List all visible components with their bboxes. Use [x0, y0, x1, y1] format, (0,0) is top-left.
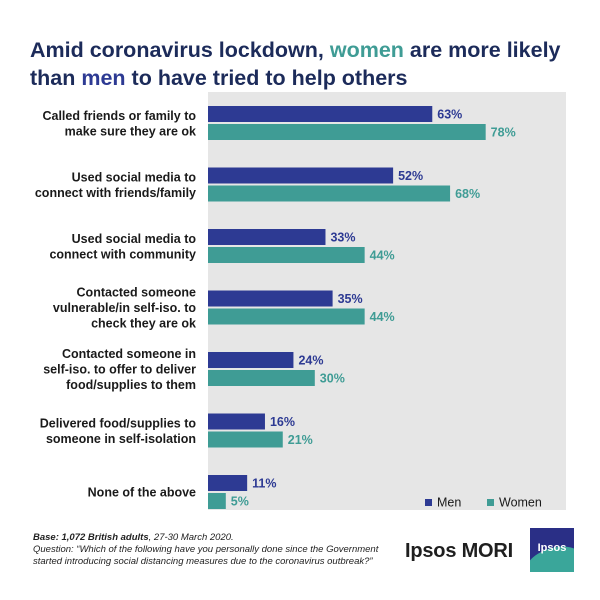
- bar-men-4: [208, 352, 294, 368]
- data-label-women-2: 44%: [370, 249, 395, 263]
- bar-men-0: [208, 106, 433, 122]
- data-label-women-0: 78%: [491, 126, 516, 140]
- data-label-men-5: 16%: [270, 415, 295, 429]
- category-label-line: connect with friends/family: [35, 186, 196, 200]
- category-label-6: None of the above: [88, 486, 196, 500]
- bar-women-3: [208, 308, 365, 325]
- data-label-women-3: 44%: [370, 310, 395, 324]
- category-label-3: Contacted someone vulnerable/in self-iso.…: [53, 286, 196, 331]
- footer-base: Base: 1,072 British adults: [33, 532, 149, 543]
- data-label-women-6: 5%: [231, 495, 249, 509]
- bar-men-2: [208, 229, 326, 245]
- category-label-1: Used social media to connect with friends…: [35, 170, 196, 200]
- bar-men-5: [208, 413, 265, 430]
- data-label-men-4: 24%: [298, 354, 323, 368]
- category-label-2: Used social media to connect with communi…: [49, 232, 196, 262]
- bar-women-4: [208, 370, 315, 386]
- bar-women-1: [208, 185, 451, 202]
- legend-label-women: Women: [499, 496, 542, 510]
- bar-women-5: [208, 431, 283, 448]
- data-label-women-4: 30%: [320, 372, 345, 386]
- category-label-line: food/supplies to them: [66, 378, 196, 392]
- data-label-women-5: 21%: [288, 433, 313, 447]
- category-label-line: None of the above: [88, 486, 196, 500]
- data-label-men-2: 33%: [330, 231, 355, 245]
- category-label-line: Contacted someone: [77, 286, 197, 300]
- category-label-line: check they are ok: [91, 317, 196, 331]
- title-part-1: Amid coronavirus lockdown,: [30, 38, 330, 62]
- category-label-line: vulnerable/in self-iso. to: [53, 301, 196, 315]
- bar-men-6: [208, 475, 248, 491]
- legend-swatch-men: [425, 499, 432, 506]
- legend-label-men: Men: [437, 496, 461, 510]
- category-label-line: Called friends or family to: [42, 109, 196, 123]
- title-part-2: are more likely: [403, 38, 561, 62]
- footer-question: Question: “Which of the following have y…: [33, 544, 379, 567]
- bar-women-6: [208, 493, 226, 509]
- data-label-men-3: 35%: [338, 292, 363, 306]
- category-label-line: Used social media to: [72, 232, 197, 246]
- category-label-4: Contacted someone in self-iso. to offer t…: [43, 347, 196, 392]
- footer-base-date: , 27-30 March 2020.: [148, 532, 234, 543]
- category-label-line: self-iso. to offer to deliver: [43, 363, 196, 377]
- data-label-men-1: 52%: [398, 169, 423, 183]
- ipsos-logo: Ipsos: [530, 528, 574, 572]
- logo-text: Ipsos: [537, 542, 567, 554]
- category-label-line: make sure they are ok: [65, 124, 196, 138]
- chart-title: Amid coronavirus lockdown, women are mor…: [30, 36, 575, 92]
- category-label-line: Used social media to: [72, 170, 197, 184]
- data-label-women-1: 68%: [455, 187, 480, 201]
- legend-swatch-women: [487, 499, 494, 506]
- brand-name: Ipsos MORI: [405, 540, 514, 562]
- category-label-line: Delivered food/supplies to: [40, 416, 197, 430]
- category-label-line: connect with community: [49, 247, 196, 261]
- category-label-5: Delivered food/supplies to someone in sel…: [40, 416, 197, 446]
- bar-women-0: [208, 124, 486, 140]
- title-men-word: men: [81, 66, 126, 90]
- data-label-men-0: 63%: [437, 108, 462, 122]
- category-label-line: someone in self-isolation: [46, 432, 196, 446]
- title-women-word: women: [329, 38, 404, 62]
- title-part-4: to have tried to help others: [125, 66, 408, 90]
- category-label-line: Contacted someone in: [62, 347, 196, 361]
- bar-men-3: [208, 290, 333, 307]
- title-part-3: than: [30, 66, 82, 90]
- data-label-men-6: 11%: [252, 477, 276, 491]
- category-label-0: Called friends or family to make sure the…: [42, 109, 196, 139]
- bar-men-1: [208, 167, 394, 184]
- footer-note: Base: 1,072 British adults, 27-30 March …: [33, 532, 403, 568]
- bar-women-2: [208, 247, 365, 263]
